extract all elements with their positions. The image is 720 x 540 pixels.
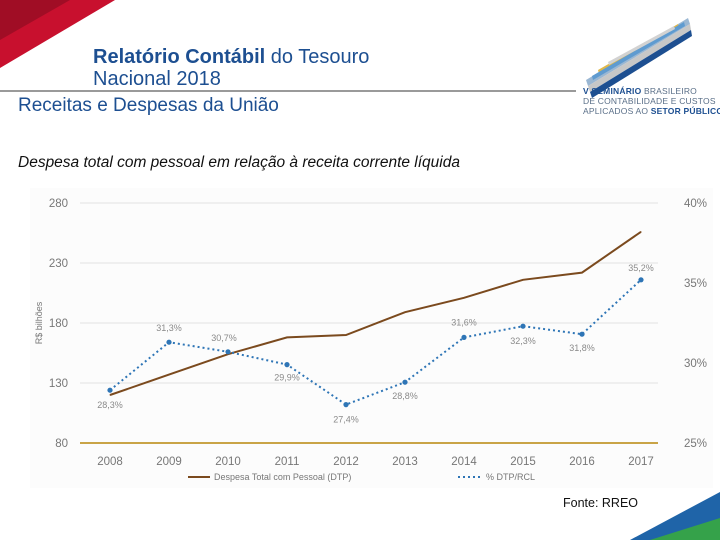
seminar-logo xyxy=(586,18,692,98)
pct-point xyxy=(402,379,408,385)
y-left-tick-label: 180 xyxy=(49,318,68,330)
pct-point xyxy=(638,277,644,283)
dtp-point xyxy=(581,272,583,274)
x-tick-label: 2016 xyxy=(569,456,595,468)
line-chart: 280 230 180 130 80 40% 35% 30% 25% R$ bilhões 2008… xyxy=(34,198,707,482)
corner-decoration-red-dark xyxy=(0,0,70,40)
y-left-tick-label: 230 xyxy=(49,258,68,270)
y-right-tick-label: 35% xyxy=(684,278,707,290)
corner-decoration-green xyxy=(650,518,720,540)
pct-data-label: 31,8% xyxy=(569,343,595,353)
section-title: Receitas e Despesas da União xyxy=(18,95,279,116)
x-tick-label: 2011 xyxy=(275,456,300,468)
x-tick-label: 2012 xyxy=(333,456,359,468)
x-tick-label: 2008 xyxy=(97,456,123,468)
pct-point xyxy=(520,323,526,329)
pct-point xyxy=(343,402,349,408)
legend-label-pct: % DTP/RCL xyxy=(486,472,535,482)
seminar-logo-text: V SEMINÁRIO BRASILEIRO DE CONTABILIDADE … xyxy=(583,86,720,116)
x-tick-label: 2017 xyxy=(628,456,654,468)
source-note: Fonte: RREO xyxy=(563,496,639,510)
pct-data-label: 27,4% xyxy=(333,415,359,425)
dtp-point xyxy=(109,394,111,396)
dtp-point xyxy=(345,334,347,336)
series-line-pct xyxy=(109,279,642,406)
series-line-dtp xyxy=(109,230,642,396)
pct-data-label: 31,3% xyxy=(156,323,182,333)
pct-data-label: 28,8% xyxy=(392,391,418,401)
pct-data-label: 28,3% xyxy=(97,400,123,410)
x-tick-label: 2010 xyxy=(215,456,241,468)
pct-point xyxy=(579,331,585,337)
dtp-point xyxy=(404,311,406,313)
x-tick-label: 2009 xyxy=(156,456,182,468)
pct-data-label: 31,6% xyxy=(451,317,477,327)
y-left-tick-label: 280 xyxy=(49,198,68,210)
dtp-point xyxy=(463,297,465,299)
pct-data-label: 30,7% xyxy=(211,333,237,343)
dtp-point xyxy=(640,231,642,233)
dtp-point xyxy=(286,336,288,338)
y-right-tick-label: 30% xyxy=(684,358,707,370)
y-right-tick-label: 25% xyxy=(684,438,707,450)
y-left-axis-label: R$ bilhões xyxy=(34,301,44,344)
pct-point xyxy=(225,349,231,355)
chart-container: 280 230 180 130 80 40% 35% 30% 25% R$ bilhões 2008… xyxy=(30,188,713,488)
x-tick-label: 2013 xyxy=(392,456,418,468)
pct-data-label: 32,3% xyxy=(510,336,536,346)
dtp-point xyxy=(522,279,524,281)
pct-data-label: 29,9% xyxy=(274,373,300,383)
dtp-point xyxy=(168,374,170,376)
pct-point xyxy=(107,387,113,393)
pct-point xyxy=(461,334,467,340)
y-left-tick-label: 130 xyxy=(49,378,68,390)
report-title: Relatório Contábil do Tesouro xyxy=(93,46,370,68)
x-tick-label: 2015 xyxy=(510,456,536,468)
pct-data-label: 35,2% xyxy=(628,263,654,273)
chart-subtitle: Despesa total com pessoal em relação à r… xyxy=(18,154,460,171)
pct-point xyxy=(284,362,290,368)
legend-label-dtp: Despesa Total com Pessoal (DTP) xyxy=(214,472,351,482)
header-divider xyxy=(0,90,576,92)
pct-point xyxy=(166,339,172,345)
y-right-tick-label: 40% xyxy=(684,198,707,210)
y-left-tick-label: 80 xyxy=(55,438,68,450)
x-tick-label: 2014 xyxy=(451,456,477,468)
report-title-line2: Nacional 2018 xyxy=(93,68,221,90)
